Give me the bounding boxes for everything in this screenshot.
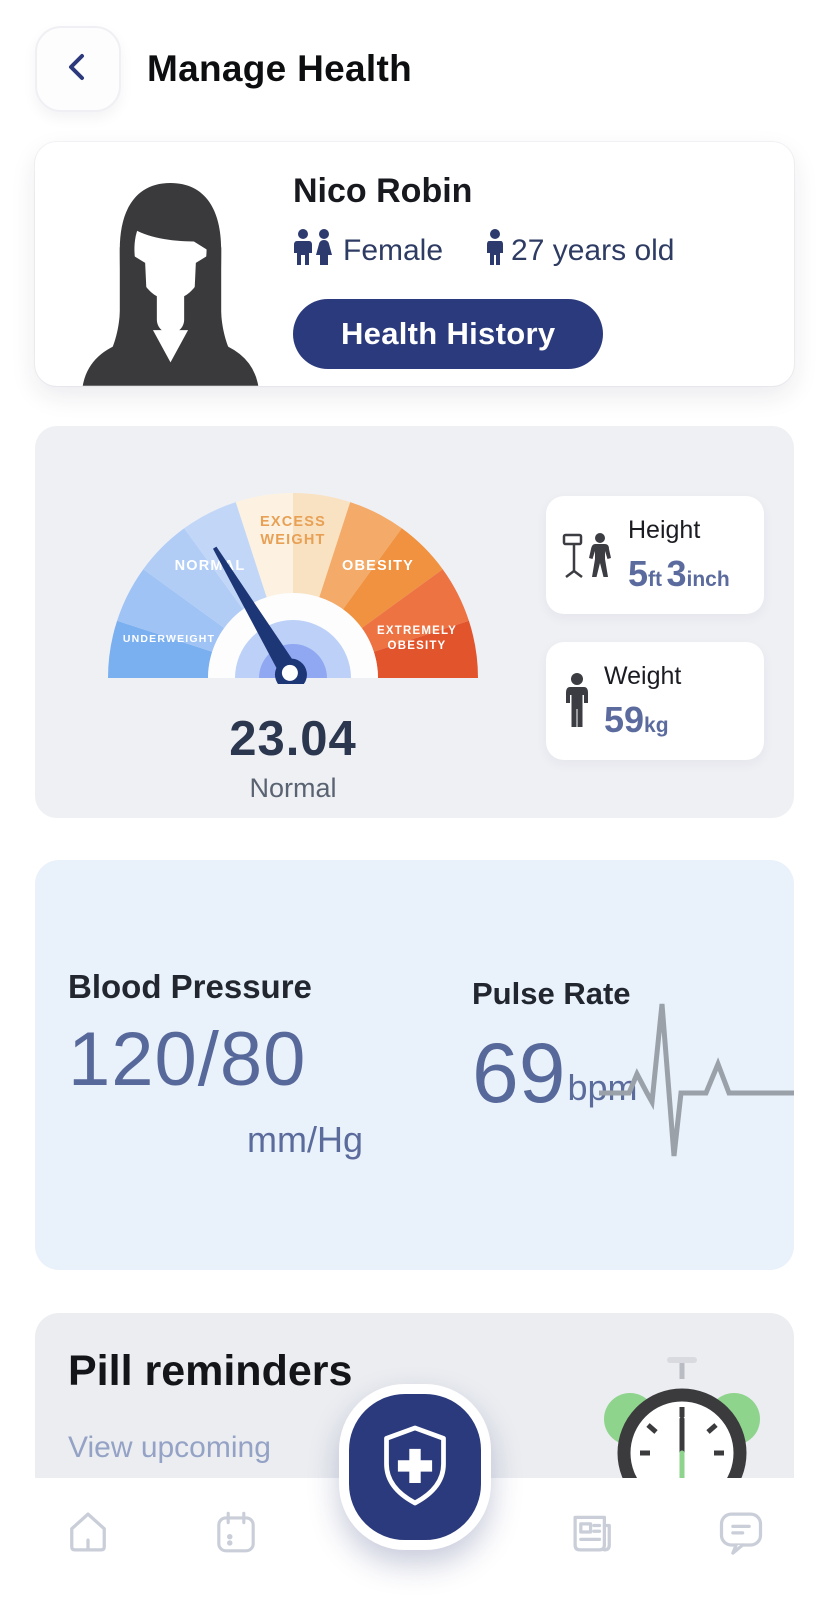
bmi-value: 23.04 [229, 712, 357, 766]
gauge-label-normal: NORMAL [175, 558, 246, 574]
chevron-left-icon [61, 50, 95, 89]
svg-text:WEIGHT: WEIGHT [260, 532, 325, 548]
weight-label: Weight [604, 661, 682, 690]
height-value: 5ft 3inch [628, 552, 730, 594]
height-card: Height 5ft 3inch [546, 496, 764, 614]
nav-news[interactable] [563, 1504, 623, 1564]
nav-calendar[interactable] [206, 1504, 266, 1564]
blood-pressure-label: Blood Pressure [68, 968, 312, 1005]
bmi-gauge-chart: UNDERWEIGHT NORMAL EXCESS WEIGHT OBESITY… [108, 493, 478, 691]
gender-value: Female [343, 234, 444, 267]
age-item: 27 years old [487, 229, 674, 273]
svg-text:EXTREMELY: EXTREMELY [377, 625, 457, 637]
page-title: Manage Health [147, 48, 413, 89]
svg-text:EXCESS: EXCESS [260, 514, 326, 530]
height-label: Height [628, 515, 701, 544]
back-button[interactable] [35, 26, 121, 112]
body-metrics: Height 5ft 3inch Weight 59kg [546, 496, 764, 760]
age-value: 27 years old [511, 234, 675, 267]
blood-pressure-value: 120/80 [68, 1017, 307, 1102]
gauge-needle [212, 546, 307, 691]
nav-chat[interactable] [711, 1504, 771, 1564]
pill-reminders-title: Pill reminders [68, 1347, 353, 1395]
pulse-rate-label: Pulse Rate [472, 976, 631, 1011]
chat-icon [715, 1506, 767, 1563]
gauge-label-excess-weight: EXCESS WEIGHT [260, 514, 326, 548]
gauge-label-obesity: OBESITY [342, 558, 414, 574]
vitals-card: Blood Pressure 120/80 mm/Hg Pulse Rate 6… [35, 860, 794, 1270]
bmi-gauge-wrap: UNDERWEIGHT NORMAL EXCESS WEIGHT OBESITY… [63, 458, 523, 804]
bmi-card: UNDERWEIGHT NORMAL EXCESS WEIGHT OBESITY… [35, 426, 794, 818]
svg-text:OBESITY: OBESITY [388, 640, 447, 652]
pulse-rate-unit: bpm [567, 1067, 638, 1109]
health-history-button[interactable]: Health History [293, 299, 604, 369]
weight-card: Weight 59kg [546, 642, 764, 760]
person-standing-icon [562, 671, 592, 732]
nav-home[interactable] [58, 1504, 118, 1564]
fab-add-health-button[interactable] [338, 1384, 491, 1550]
gender-item: Female [293, 229, 443, 273]
calendar-icon [211, 1506, 261, 1563]
gender-icon [293, 229, 335, 273]
ecg-waveform-icon [599, 988, 794, 1208]
home-icon [62, 1506, 114, 1563]
person-icon [487, 229, 504, 273]
profile-name: Nico Robin [293, 172, 473, 210]
gauge-label-underweight: UNDERWEIGHT [123, 633, 215, 645]
weight-value: 59kg [604, 698, 669, 740]
gauge-label-extremely-obesity: EXTREMELY OBESITY [377, 625, 457, 652]
profile-info: Nico Robin Female 27 years old [293, 142, 674, 386]
news-icon [567, 1506, 619, 1563]
header: Manage Health [0, 0, 829, 112]
height-measure-icon [562, 525, 616, 586]
profile-card: Nico Robin Female 27 years old [35, 142, 794, 386]
bmi-status: Normal [249, 773, 337, 803]
pulse-rate-block: Pulse Rate 69 bpm [472, 976, 638, 1120]
view-upcoming-link[interactable]: View upcoming [68, 1431, 271, 1464]
avatar-zone [35, 142, 293, 386]
shield-plus-icon [377, 1422, 453, 1513]
blood-pressure-block: Blood Pressure 120/80 mm/Hg [68, 968, 363, 1161]
blood-pressure-unit: mm/Hg [247, 1119, 363, 1160]
pulse-rate-value: 69 [472, 1026, 566, 1120]
